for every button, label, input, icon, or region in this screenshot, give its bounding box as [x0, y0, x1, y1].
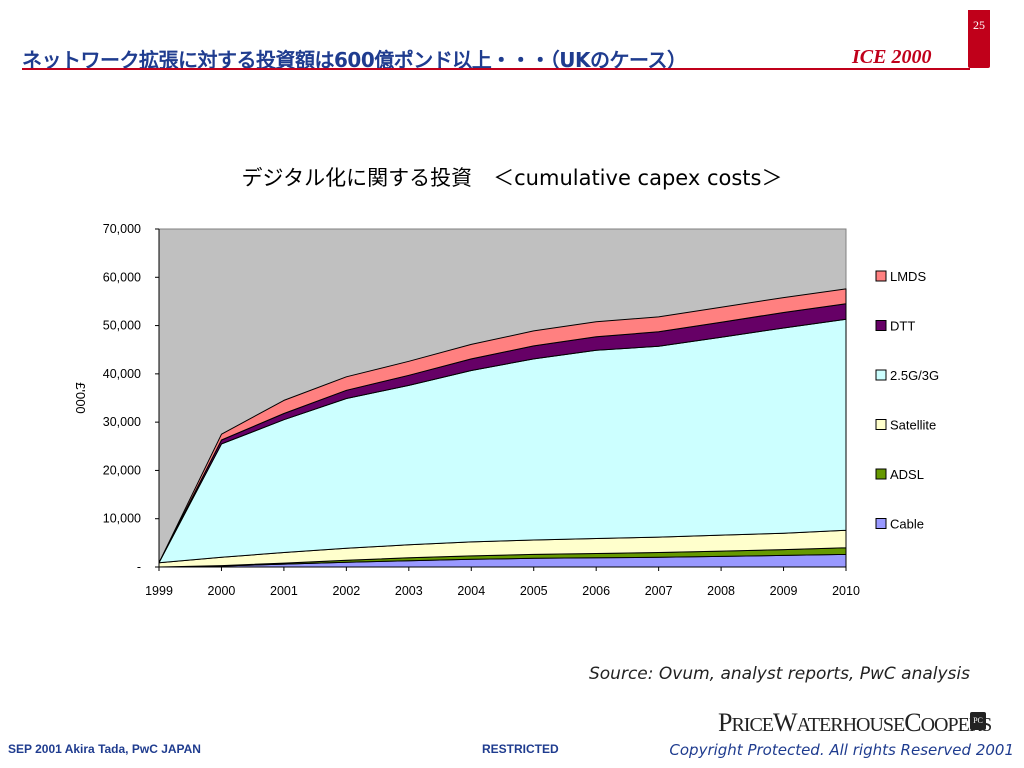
y-tick-label: 20,000 — [103, 463, 141, 477]
legend-label: Cable — [890, 517, 924, 532]
legend-label: 2.5G/3G — [890, 368, 939, 383]
footer-author: SEP 2001 Akira Tada, PwC JAPAN — [8, 742, 201, 756]
source-note: Source: Ovum, analyst reports, PwC analy… — [588, 664, 970, 684]
legend-swatch-adsl — [875, 468, 887, 480]
x-tick-label: 2005 — [520, 584, 548, 598]
company-logo: PRICEWATERHOUSECOOPERS — [718, 708, 992, 737]
legend-swatch-2-5g-3g — [875, 369, 887, 381]
x-tick-label: 2009 — [770, 584, 798, 598]
chart-title: デジタル化に関する投資 ＜cumulative capex costs＞ — [241, 166, 783, 190]
legend-label: Satellite — [890, 418, 936, 433]
x-tick-label: 1999 — [145, 584, 173, 598]
x-tick-label: 2000 — [208, 584, 236, 598]
x-tick-label: 2007 — [645, 584, 673, 598]
page-number: 25 — [973, 18, 985, 32]
legend-label: LMDS — [890, 269, 926, 284]
legend-swatch-dtt — [875, 320, 887, 331]
x-tick-label: 2003 — [395, 584, 423, 598]
x-tick-label: 2004 — [457, 584, 485, 598]
x-tick-label: 2002 — [332, 584, 360, 598]
legend-label: DTT — [890, 319, 915, 334]
area-series-lmds — [158, 288, 847, 564]
y-tick-label: 70,000 — [103, 222, 141, 236]
y-tick-label: 10,000 — [103, 512, 141, 526]
logo-badge-icon: PC — [970, 712, 986, 730]
y-tick-label: 40,000 — [103, 367, 141, 381]
header-divider — [22, 68, 970, 70]
x-tick-label: 2008 — [707, 584, 735, 598]
y-tick-label: - — [137, 560, 141, 574]
legend-swatch-cable — [875, 518, 887, 529]
y-tick-label: 60,000 — [103, 270, 141, 284]
footer-classification: RESTRICTED — [482, 742, 559, 756]
legend-label: ADSL — [890, 467, 924, 482]
y-tick-label: 30,000 — [103, 415, 141, 429]
x-tick-label: 2010 — [832, 584, 860, 598]
area-chart: - 10,000 20,000 30,000 40,000 50,000 60,000 70,… — [73, 222, 939, 598]
legend-swatch-lmds — [875, 270, 887, 282]
legend-swatch-satellite — [875, 419, 887, 430]
y-axis-label: £'000 — [73, 382, 88, 413]
y-tick-label: 50,000 — [103, 319, 141, 333]
brand-label: ICE 2000 — [852, 46, 932, 68]
x-tick-label: 2006 — [582, 584, 610, 598]
page-tab — [968, 10, 990, 68]
footer-copyright: Copyright Protected. All rights Reserved… — [669, 741, 1014, 759]
x-tick-label: 2001 — [270, 584, 298, 598]
